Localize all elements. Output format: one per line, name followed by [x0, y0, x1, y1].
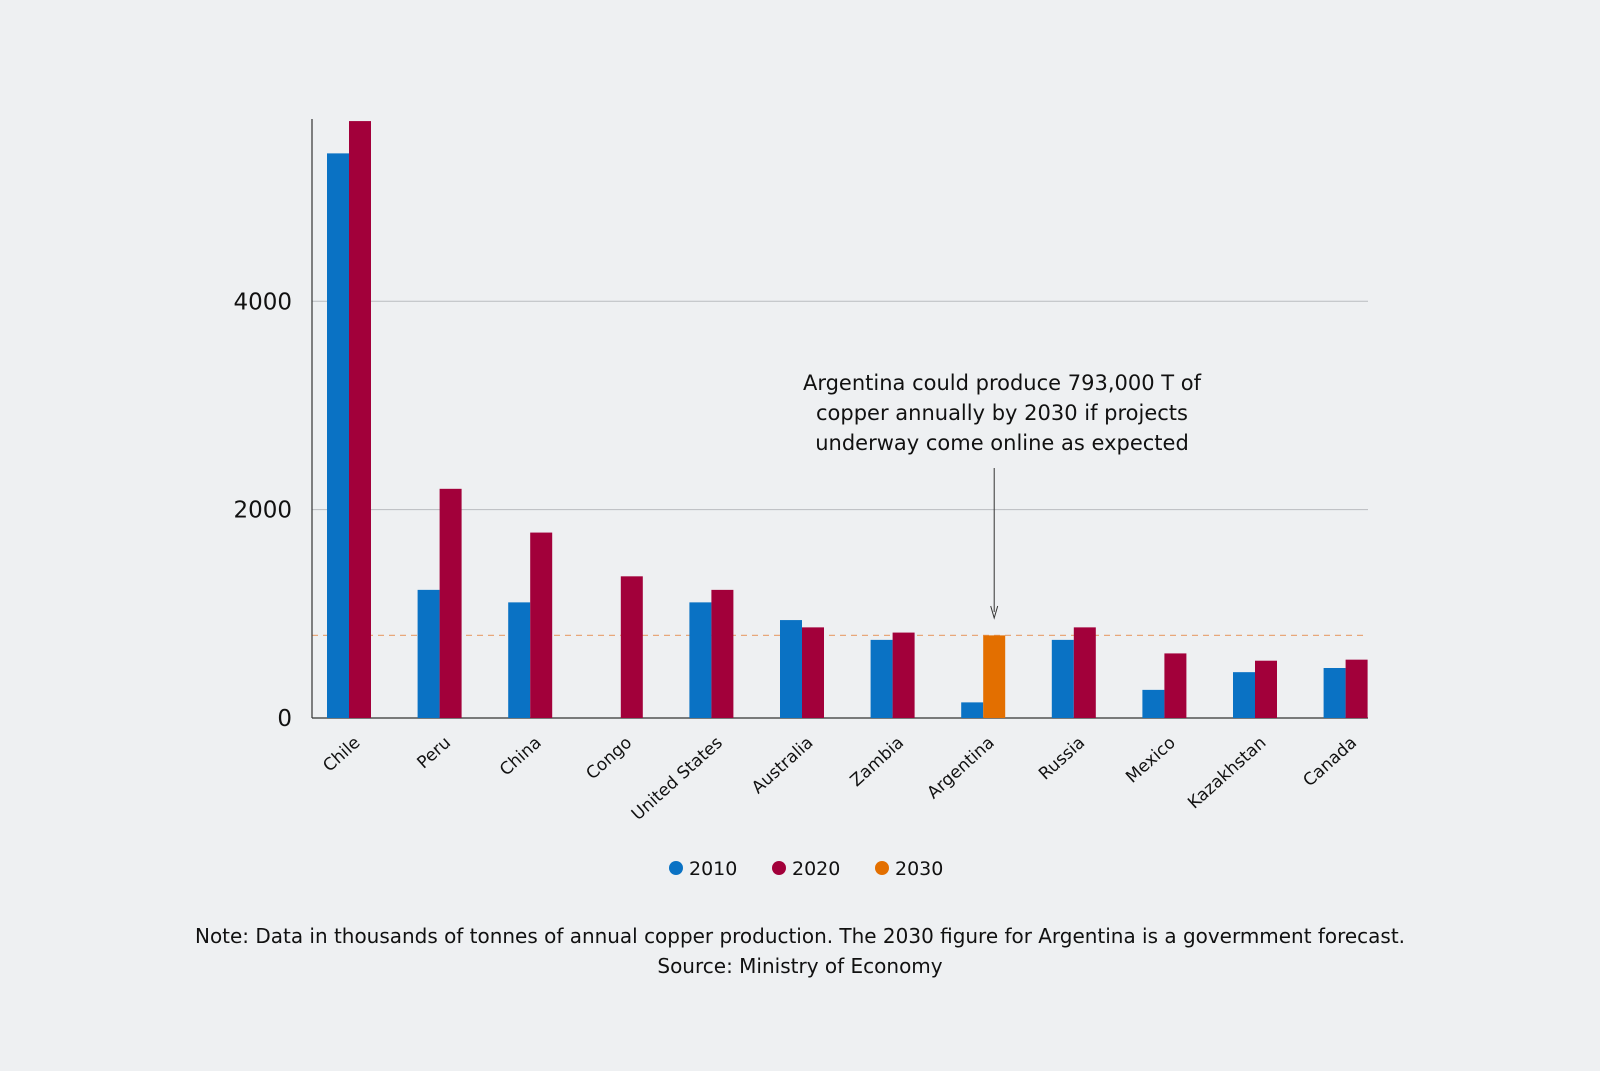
bar-2020-united-states	[711, 589, 734, 718]
bar-2010-chile	[327, 153, 349, 719]
legend-item-2020: 2020	[772, 858, 840, 880]
legend: 2010 2020 2030	[669, 858, 943, 880]
bar-2010-kazakhstan	[1233, 672, 1255, 718]
x-tick-label-peru: Peru	[413, 733, 455, 773]
bar-2010-argentina	[961, 702, 984, 718]
x-tick-label-russia: Russia	[1035, 733, 1089, 784]
bar-2010-united-states	[689, 602, 712, 718]
legend-swatch-2020	[772, 861, 786, 875]
bar-2010-china	[508, 602, 531, 718]
x-tick-label-china: China	[496, 733, 545, 780]
legend-label: 2010	[689, 858, 737, 880]
x-tick-label-zambia: Zambia	[847, 733, 908, 791]
bar-2020-china	[530, 532, 553, 718]
y-tick-label: 4000	[233, 289, 292, 315]
bar-2020-peru	[439, 488, 462, 718]
annotation-text-line: copper annually by 2030 if projects	[816, 401, 1188, 425]
bar-2010-australia	[780, 620, 802, 718]
bar-2010-peru	[417, 589, 440, 718]
annotation-arrowhead	[990, 605, 999, 620]
bar-2010-mexico	[1142, 689, 1165, 718]
x-tick-label-united-states: United States	[628, 733, 727, 825]
legend-item-2010: 2010	[669, 858, 737, 880]
bar-2020-mexico	[1164, 653, 1187, 718]
x-tick-label-argentina: Argentina	[924, 733, 999, 803]
bar-2010-canada	[1323, 667, 1346, 718]
legend-item-2030: 2030	[875, 858, 943, 880]
legend-swatch-2010	[669, 861, 683, 875]
grid-layer	[312, 300, 1368, 637]
bar-2030-argentina	[983, 635, 1006, 718]
bar-2020-chile	[349, 121, 371, 718]
bar-2010-russia	[1051, 639, 1074, 718]
annotation-text-line: underway come online as expected	[815, 431, 1189, 455]
y-tick-label: 0	[277, 706, 292, 732]
annotation-text-line: Argentina could produce 793,000 T of	[803, 371, 1202, 395]
bar-2020-canada	[1345, 659, 1368, 718]
x-tick-label-australia: Australia	[748, 733, 817, 798]
x-tick-label-congo: Congo	[582, 733, 636, 784]
x-tick-label-mexico: Mexico	[1122, 733, 1179, 788]
annotation: Argentina could produce 793,000 T of copp…	[803, 371, 1202, 620]
bar-2020-russia	[1073, 627, 1096, 718]
y-tick-label: 2000	[233, 498, 292, 524]
x-tick-label-canada: Canada	[1299, 733, 1360, 791]
chart-note: Note: Data in thousands of tonnes of ann…	[195, 924, 1405, 978]
x-tick-label-chile: Chile	[319, 733, 364, 776]
bar-layer	[327, 121, 1368, 719]
x-tick-label-kazakhstan: Kazakhstan	[1184, 733, 1270, 813]
bar-2020-zambia	[892, 632, 915, 718]
legend-swatch-2030	[875, 861, 889, 875]
bar-2020-australia	[802, 627, 824, 718]
legend-label: 2020	[792, 858, 840, 880]
note-text: Note: Data in thousands of tonnes of ann…	[195, 924, 1405, 948]
axis-layer: 0 2000 4000	[233, 119, 1368, 732]
bar-2010-zambia	[870, 639, 893, 718]
source-text: Source: Ministry of Economy	[657, 954, 942, 978]
bar-2020-kazakhstan	[1255, 660, 1277, 718]
bar-2020-congo	[620, 576, 643, 718]
legend-label: 2030	[895, 858, 943, 880]
